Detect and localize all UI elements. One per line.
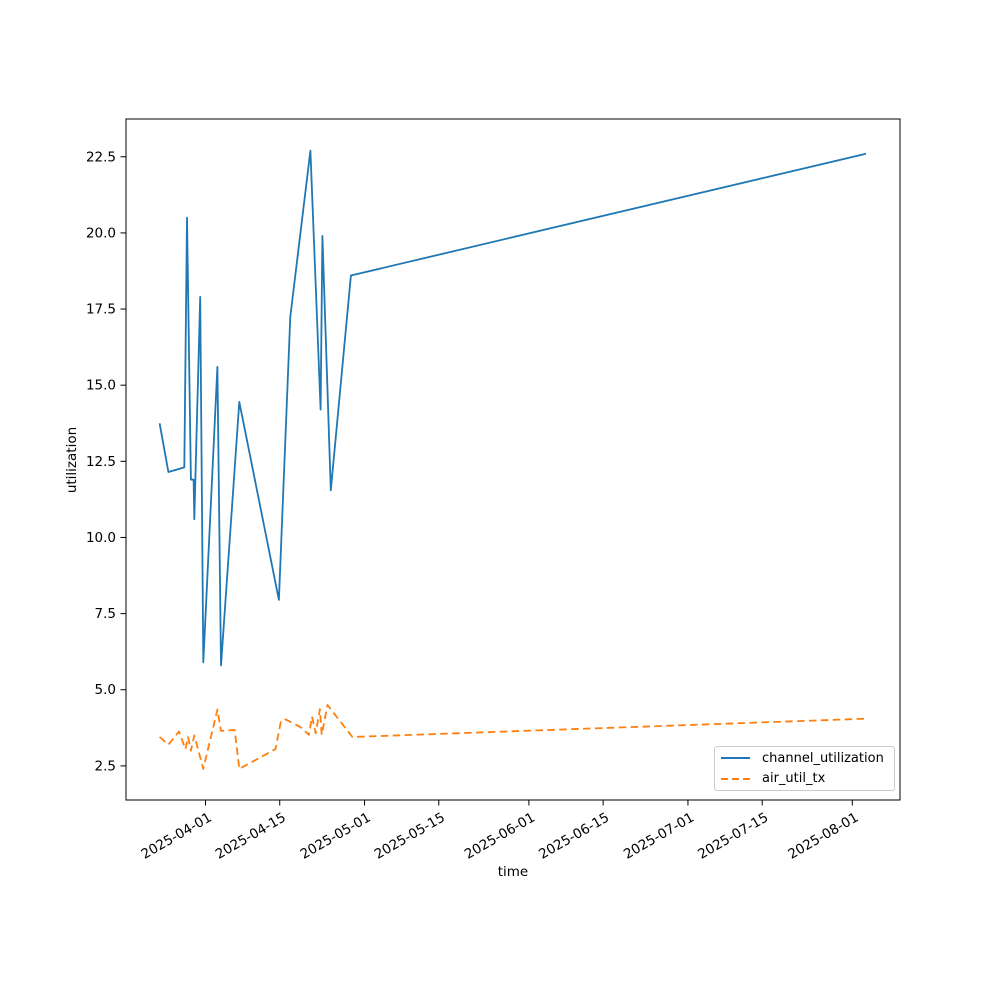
- x-tick-label: 2025-05-01: [298, 810, 374, 863]
- legend-item-air-util-tx: air_util_tx: [720, 770, 894, 788]
- x-axis-title: time: [497, 864, 529, 880]
- plot-border: [125, 118, 901, 801]
- x-tick-label: 2025-06-15: [536, 810, 612, 863]
- y-tick-label: 2.5: [95, 758, 116, 774]
- x-tick-label: 2025-07-15: [695, 810, 771, 863]
- x-tick-label: 2025-08-01: [785, 810, 861, 863]
- y-tick-label: 22.5: [86, 149, 116, 165]
- legend-item-channel-utilization: channel_utilization: [720, 749, 894, 767]
- y-tick-label: 7.5: [95, 606, 116, 622]
- y-tick-label: 5.0: [95, 682, 116, 698]
- series-line-air_util_tx: [159, 704, 867, 770]
- legend-line-sample-dashed-icon: [721, 777, 750, 780]
- series-line-channel_utilization: [158, 149, 867, 667]
- x-tick-label: 2025-04-01: [139, 810, 215, 863]
- y-tick-label: 20.0: [86, 225, 116, 241]
- legend-line-sample-solid-icon: [721, 757, 750, 760]
- x-tick-label: 2025-05-15: [372, 810, 448, 863]
- y-tick-label: 15.0: [86, 378, 116, 394]
- y-tick-label: 17.5: [86, 302, 116, 318]
- legend: channel_utilization air_util_tx: [714, 746, 895, 791]
- x-tick-label: 2025-06-01: [462, 810, 538, 863]
- x-tick-label: 2025-07-01: [621, 810, 697, 863]
- y-tick-label: 12.5: [86, 454, 116, 470]
- legend-label-air-util-tx: air_util_tx: [762, 771, 826, 787]
- legend-label-channel-utilization: channel_utilization: [762, 750, 884, 766]
- x-tick-label: 2025-04-15: [213, 810, 289, 863]
- y-axis-title: utilization: [64, 426, 80, 494]
- y-tick-label: 10.0: [86, 530, 116, 546]
